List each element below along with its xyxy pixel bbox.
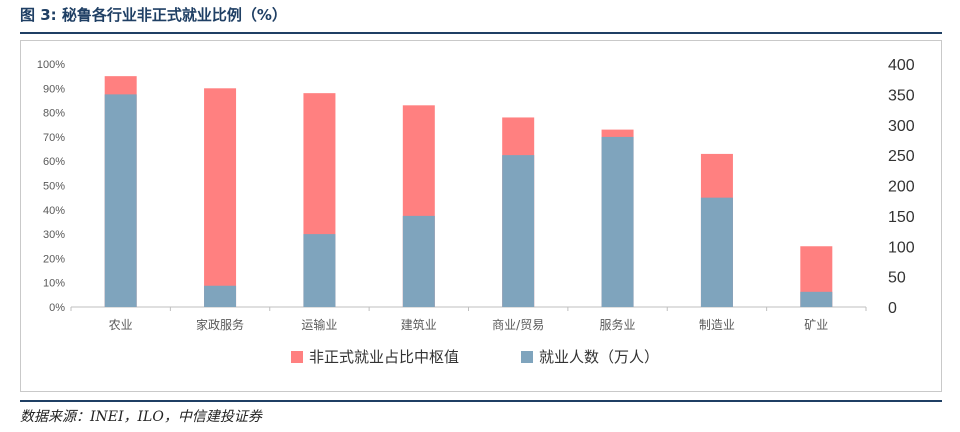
y-left-tick-label: 100% <box>37 59 65 71</box>
bar-employment <box>303 234 336 307</box>
y-right-tick-label: 300 <box>888 118 915 135</box>
legend-label-employment: 就业人数（万人） <box>539 348 659 366</box>
bar-employment <box>502 155 535 307</box>
y-right-tick-label: 350 <box>888 87 915 104</box>
x-tick-label: 家政服务 <box>196 317 244 332</box>
y-left-tick-label: 0% <box>49 302 65 314</box>
x-tick-label: 制造业 <box>699 318 735 332</box>
y-left-tick-label: 20% <box>43 253 65 265</box>
y-left-tick-label: 50% <box>43 181 65 193</box>
y-right-tick-label: 400 <box>888 57 915 74</box>
x-tick-label: 商业/贸易 <box>492 317 544 332</box>
x-tick-label: 服务业 <box>600 317 636 332</box>
y-left-tick-label: 40% <box>43 205 65 217</box>
y-left-tick-label: 30% <box>43 229 65 241</box>
bottom-rule <box>20 400 942 402</box>
legend-label-informal-share: 非正式就业占比中枢值 <box>309 348 459 366</box>
top-rule <box>20 32 942 34</box>
x-tick-label: 矿业 <box>804 318 828 332</box>
y-right-tick-label: 150 <box>888 209 915 226</box>
x-tick-label: 运输业 <box>301 317 337 332</box>
legend-swatch-informal-share <box>291 351 303 363</box>
y-right-tick-label: 100 <box>888 239 915 256</box>
y-left-tick-label: 10% <box>43 278 65 290</box>
bar-employment <box>402 215 435 307</box>
y-right-tick-label: 250 <box>888 148 915 165</box>
bar-employment <box>700 197 733 307</box>
bar-employment <box>800 291 833 307</box>
y-left-tick-label: 90% <box>43 83 65 95</box>
y-left-tick-label: 70% <box>43 132 65 144</box>
figure-title: 图 3: 秘鲁各行业非正式就业比例（%） <box>20 6 287 24</box>
bar-informal-share <box>204 88 237 307</box>
y-left-tick-label: 60% <box>43 156 65 168</box>
bar-employment <box>204 285 237 307</box>
x-tick-label: 农业 <box>109 318 133 332</box>
y-right-tick-label: 200 <box>888 179 915 196</box>
y-right-tick-label: 0 <box>888 300 897 317</box>
source-note: 数据来源：INEI，ILO，中信建投证券 <box>20 409 262 425</box>
x-tick-label: 建筑业 <box>401 317 437 332</box>
bar-chart: 0% 10% 20% 30% 40% 50% 60% 70% 80% 90% 100% 0 50 100 1… <box>37 57 915 366</box>
legend-swatch-employment <box>521 351 533 363</box>
bar-employment <box>601 136 634 307</box>
bar-employment <box>104 94 137 307</box>
y-left-tick-label: 80% <box>43 108 65 120</box>
chart-frame: 0% 10% 20% 30% 40% 50% 60% 70% 80% 90% 100% 0 50 100 1… <box>20 40 942 392</box>
y-right-tick-label: 50 <box>888 270 906 287</box>
